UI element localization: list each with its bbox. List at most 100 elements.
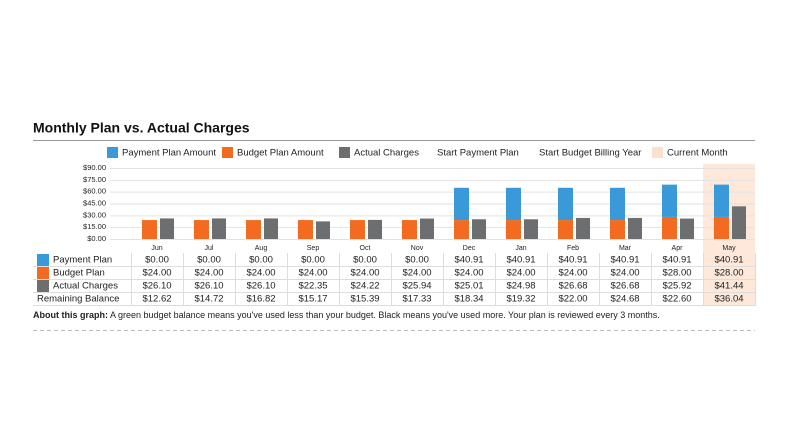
x-tick-label: Jan [515, 245, 526, 252]
bar [576, 217, 590, 239]
row-label: Budget Plan [53, 268, 105, 279]
table-swatch [37, 267, 49, 279]
table-cell: $25.94 [402, 281, 431, 292]
chart-title: Monthly Plan vs. Actual Charges [33, 120, 250, 136]
footnote-text: A green budget balance means you've used… [110, 310, 660, 320]
table-cell: $28.00 [662, 268, 691, 279]
table-cell: $22.35 [298, 281, 327, 292]
y-tick-label: $45.00 [83, 198, 106, 207]
table-cell: $0.00 [353, 255, 377, 266]
bar [732, 206, 746, 239]
table-cell: $40.91 [714, 255, 743, 266]
legend-swatch [524, 147, 535, 158]
footnote-label: About this graph: [33, 310, 108, 320]
table-cell: $16.82 [246, 294, 275, 305]
table-cell: $22.00 [558, 294, 587, 305]
table-cell: $24.00 [610, 268, 639, 279]
bar [472, 219, 486, 239]
table-cell: $40.91 [662, 255, 691, 266]
table-cell: $24.00 [142, 268, 171, 279]
bar [506, 220, 521, 239]
table-cell: $26.10 [142, 281, 171, 292]
y-tick-label: $90.00 [83, 163, 106, 172]
table-cell: $40.91 [506, 255, 535, 266]
bar [610, 220, 625, 239]
table-cell: $15.17 [298, 294, 327, 305]
legend-swatch [422, 147, 433, 158]
bar [142, 220, 157, 239]
y-tick-label: $60.00 [83, 187, 106, 196]
x-tick-label: May [722, 245, 736, 252]
bar [662, 216, 677, 239]
table-cell: $24.00 [246, 268, 275, 279]
bar [680, 218, 694, 239]
table-cell: $18.34 [454, 294, 483, 305]
table-cell: $40.91 [610, 255, 639, 266]
bar [402, 220, 417, 239]
table-cell: $0.00 [405, 255, 429, 266]
bar [194, 220, 209, 239]
legend-label: Start Budget Billing Year [539, 148, 641, 159]
legend-label: Budget Plan Amount [237, 148, 324, 159]
table-cell: $12.62 [142, 294, 171, 305]
bar [420, 218, 434, 239]
y-tick-label: $15.00 [83, 222, 106, 231]
bar [212, 218, 226, 239]
row-label: Payment Plan [53, 255, 112, 266]
table-cell: $24.00 [194, 268, 223, 279]
x-tick-label: Nov [411, 245, 424, 252]
table-cell: $26.10 [246, 281, 275, 292]
x-tick-label: Oct [360, 245, 371, 252]
y-tick-label: $30.00 [83, 210, 106, 219]
table-cell: $0.00 [145, 255, 169, 266]
bar [454, 187, 469, 221]
x-tick-label: Dec [463, 245, 476, 252]
bar [350, 220, 365, 239]
table-cell: $25.92 [662, 281, 691, 292]
table-cell: $24.00 [506, 268, 535, 279]
table-cell: $24.00 [558, 268, 587, 279]
table-cell: $26.10 [194, 281, 223, 292]
table-cell: $24.00 [454, 268, 483, 279]
bar [246, 220, 261, 239]
legend-swatch [222, 147, 233, 158]
bar [628, 217, 642, 239]
bar [610, 187, 625, 221]
table-cell: $0.00 [301, 255, 325, 266]
legend-swatch [652, 147, 663, 158]
table-cell: $24.00 [298, 268, 327, 279]
bar [316, 221, 330, 239]
table-cell: $24.68 [610, 294, 639, 305]
bar [662, 184, 677, 217]
footnote: About this graph: A green budget balance… [33, 310, 660, 320]
row-label: Actual Charges [53, 281, 118, 292]
bar [714, 184, 729, 217]
table-swatch [37, 280, 49, 292]
legend-label: Current Month [667, 148, 728, 159]
bar [368, 219, 382, 239]
bar [454, 220, 469, 239]
y-tick-label: $75.00 [83, 175, 106, 184]
table-cell: $40.91 [558, 255, 587, 266]
bar [298, 220, 313, 239]
x-tick-label: Mar [619, 245, 632, 252]
table-swatch [37, 254, 49, 266]
table-cell: $19.32 [506, 294, 535, 305]
table-cell: $41.44 [714, 281, 743, 292]
table-cell: $0.00 [249, 255, 273, 266]
bar [558, 187, 573, 221]
table-cell: $25.01 [454, 281, 483, 292]
table-cell: $24.98 [506, 281, 535, 292]
table-cell: $24.22 [350, 281, 379, 292]
bar [714, 216, 729, 239]
bar [524, 219, 538, 239]
table-cell: $24.00 [402, 268, 431, 279]
table-cell: $28.00 [714, 268, 743, 279]
table-cell: $22.60 [662, 294, 691, 305]
bar [264, 218, 278, 239]
y-tick-label: $0.00 [87, 234, 106, 243]
table-cell: $36.04 [714, 294, 743, 305]
x-tick-label: Feb [567, 245, 579, 252]
legend-label: Actual Charges [354, 148, 419, 159]
table-cell: $40.91 [454, 255, 483, 266]
